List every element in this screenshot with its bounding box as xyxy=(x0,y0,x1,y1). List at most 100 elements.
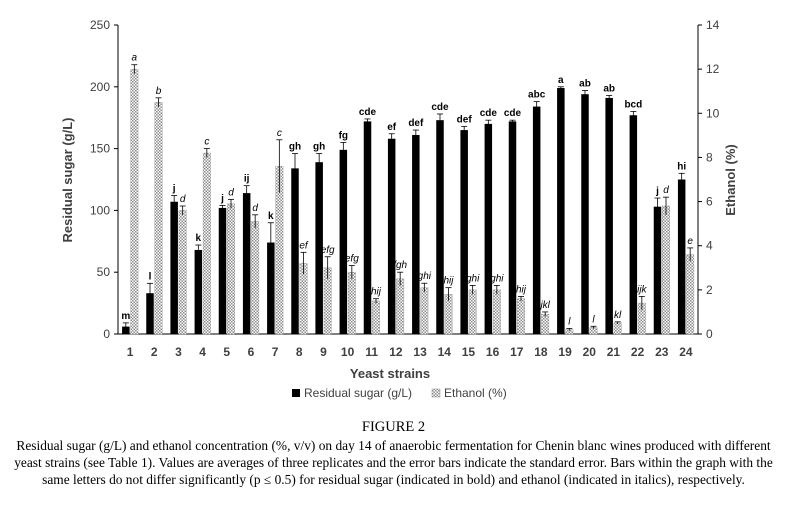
letter-residual-sugar: j xyxy=(220,193,224,204)
bar-ethanol xyxy=(662,205,670,335)
y-tick-label: 200 xyxy=(90,80,110,94)
x-tick-label: 21 xyxy=(607,345,621,359)
x-tick-label: 13 xyxy=(413,345,427,359)
letter-residual-sugar: k xyxy=(268,211,274,222)
letter-residual-sugar: a xyxy=(558,75,564,86)
x-tick-label: 11 xyxy=(365,345,378,359)
letter-residual-sugar: gh xyxy=(289,142,301,153)
letter-residual-sugar: ij xyxy=(244,174,250,185)
bar-ethanol xyxy=(613,322,622,335)
y2-tick-label: 6 xyxy=(706,195,713,209)
legend-label-sugar: Residual sugar (g/L) xyxy=(304,386,412,400)
y2-tick-label: 14 xyxy=(706,18,720,32)
y2-tick-label: 10 xyxy=(706,106,720,120)
bar-ethanol xyxy=(251,221,260,335)
bar-ethanol xyxy=(202,152,211,335)
bar-ethanol xyxy=(178,210,187,335)
bar-residual-sugar xyxy=(291,168,299,334)
letter-ethanol: l xyxy=(592,314,595,325)
bar-ethanol xyxy=(347,272,356,335)
letter-residual-sugar: m xyxy=(121,311,130,322)
letter-residual-sugar: cde xyxy=(359,107,377,118)
x-tick-label: 19 xyxy=(558,345,572,359)
x-tick-label: 2 xyxy=(151,345,158,359)
bar-residual-sugar xyxy=(267,242,275,334)
letter-ethanol: d xyxy=(180,194,186,205)
bar-ethanol xyxy=(396,278,405,335)
bar-residual-sugar xyxy=(339,149,348,334)
letter-residual-sugar: ef xyxy=(387,122,397,133)
bar-residual-sugar xyxy=(508,121,517,335)
letter-residual-sugar: fg xyxy=(339,130,348,141)
figure-label: FIGURE 2 xyxy=(361,419,426,435)
figure-caption: Residual sugar (g/L) and ethanol concent… xyxy=(14,438,773,488)
y2-tick-label: 4 xyxy=(706,239,713,253)
bar-residual-sugar xyxy=(363,121,372,335)
y2-axis-title: Ethanol (%) xyxy=(723,144,738,216)
letter-residual-sugar: ab xyxy=(603,83,615,94)
letter-ethanol: jkl xyxy=(538,300,550,311)
x-tick-label: 16 xyxy=(486,345,500,359)
y-axis-title: Residual sugar (g/L) xyxy=(60,118,75,243)
bar-ethanol xyxy=(420,287,429,335)
letter-ethanol: efg xyxy=(321,245,335,256)
letter-residual-sugar: cde xyxy=(504,108,522,119)
bar-ethanol xyxy=(468,289,477,335)
x-tick-label: 15 xyxy=(462,345,476,359)
bar-residual-sugar xyxy=(387,138,396,334)
letter-ethanol: hij xyxy=(443,276,454,287)
bar-residual-sugar xyxy=(653,206,662,334)
letter-ethanol: ef xyxy=(299,240,309,251)
letter-residual-sugar: j xyxy=(655,186,659,197)
x-tick-label: 14 xyxy=(438,345,452,359)
y-tick-label: 100 xyxy=(90,203,110,217)
letter-ethanol: ghi xyxy=(466,273,480,284)
bar-ethanol xyxy=(541,313,550,335)
bars xyxy=(122,64,695,335)
letter-ethanol: ijk xyxy=(637,284,647,295)
x-tick-label: 24 xyxy=(679,345,693,359)
letter-ethanol: d xyxy=(228,187,234,198)
letter-residual-sugar: def xyxy=(457,114,473,125)
x-tick-label: 4 xyxy=(199,345,206,359)
letter-residual-sugar: cde xyxy=(431,102,449,113)
letter-ethanol: hij xyxy=(371,287,382,298)
x-tick-label: 6 xyxy=(248,345,255,359)
letter-ethanol: ghi xyxy=(490,273,504,284)
legend-label-ethanol: Ethanol (%) xyxy=(444,386,507,400)
letter-ethanol: hij xyxy=(516,284,527,295)
letter-residual-sugar: ab xyxy=(579,79,591,90)
letter-residual-sugar: k xyxy=(196,233,202,244)
y2-tick-label: 8 xyxy=(706,150,713,164)
letter-ethanol: e xyxy=(687,236,693,247)
bar-residual-sugar xyxy=(436,120,444,334)
y-tick-label: 50 xyxy=(97,265,111,279)
x-tick-label: 18 xyxy=(534,345,548,359)
letter-ethanol: c xyxy=(277,128,282,139)
x-tick-label: 20 xyxy=(583,345,597,359)
y-tick-label: 250 xyxy=(90,18,110,32)
legend: Residual sugar (g/L) Ethanol (%) xyxy=(292,386,507,400)
letter-ethanol: a xyxy=(132,53,138,64)
letter-ethanol: l xyxy=(568,316,571,327)
legend-swatch-sugar xyxy=(292,389,300,397)
x-tick-label: 8 xyxy=(296,345,303,359)
bar-residual-sugar xyxy=(242,193,251,334)
y-tick-label: 150 xyxy=(90,142,110,156)
letter-ethanol: d xyxy=(663,185,669,196)
bar-residual-sugar xyxy=(146,293,154,334)
bar-residual-sugar xyxy=(315,162,323,334)
letter-residual-sugar: def xyxy=(408,118,424,129)
bar-residual-sugar xyxy=(218,207,227,334)
bar-residual-sugar xyxy=(460,130,468,334)
letter-ethanol: c xyxy=(204,137,209,148)
letter-residual-sugar: gh xyxy=(313,142,325,153)
bar-residual-sugar xyxy=(581,94,589,334)
bar-residual-sugar xyxy=(194,249,203,334)
x-tick-label: 5 xyxy=(223,345,230,359)
x-tick-label: 7 xyxy=(272,345,279,359)
y2-tick-label: 12 xyxy=(706,62,720,76)
bar-ethanol xyxy=(227,203,235,335)
